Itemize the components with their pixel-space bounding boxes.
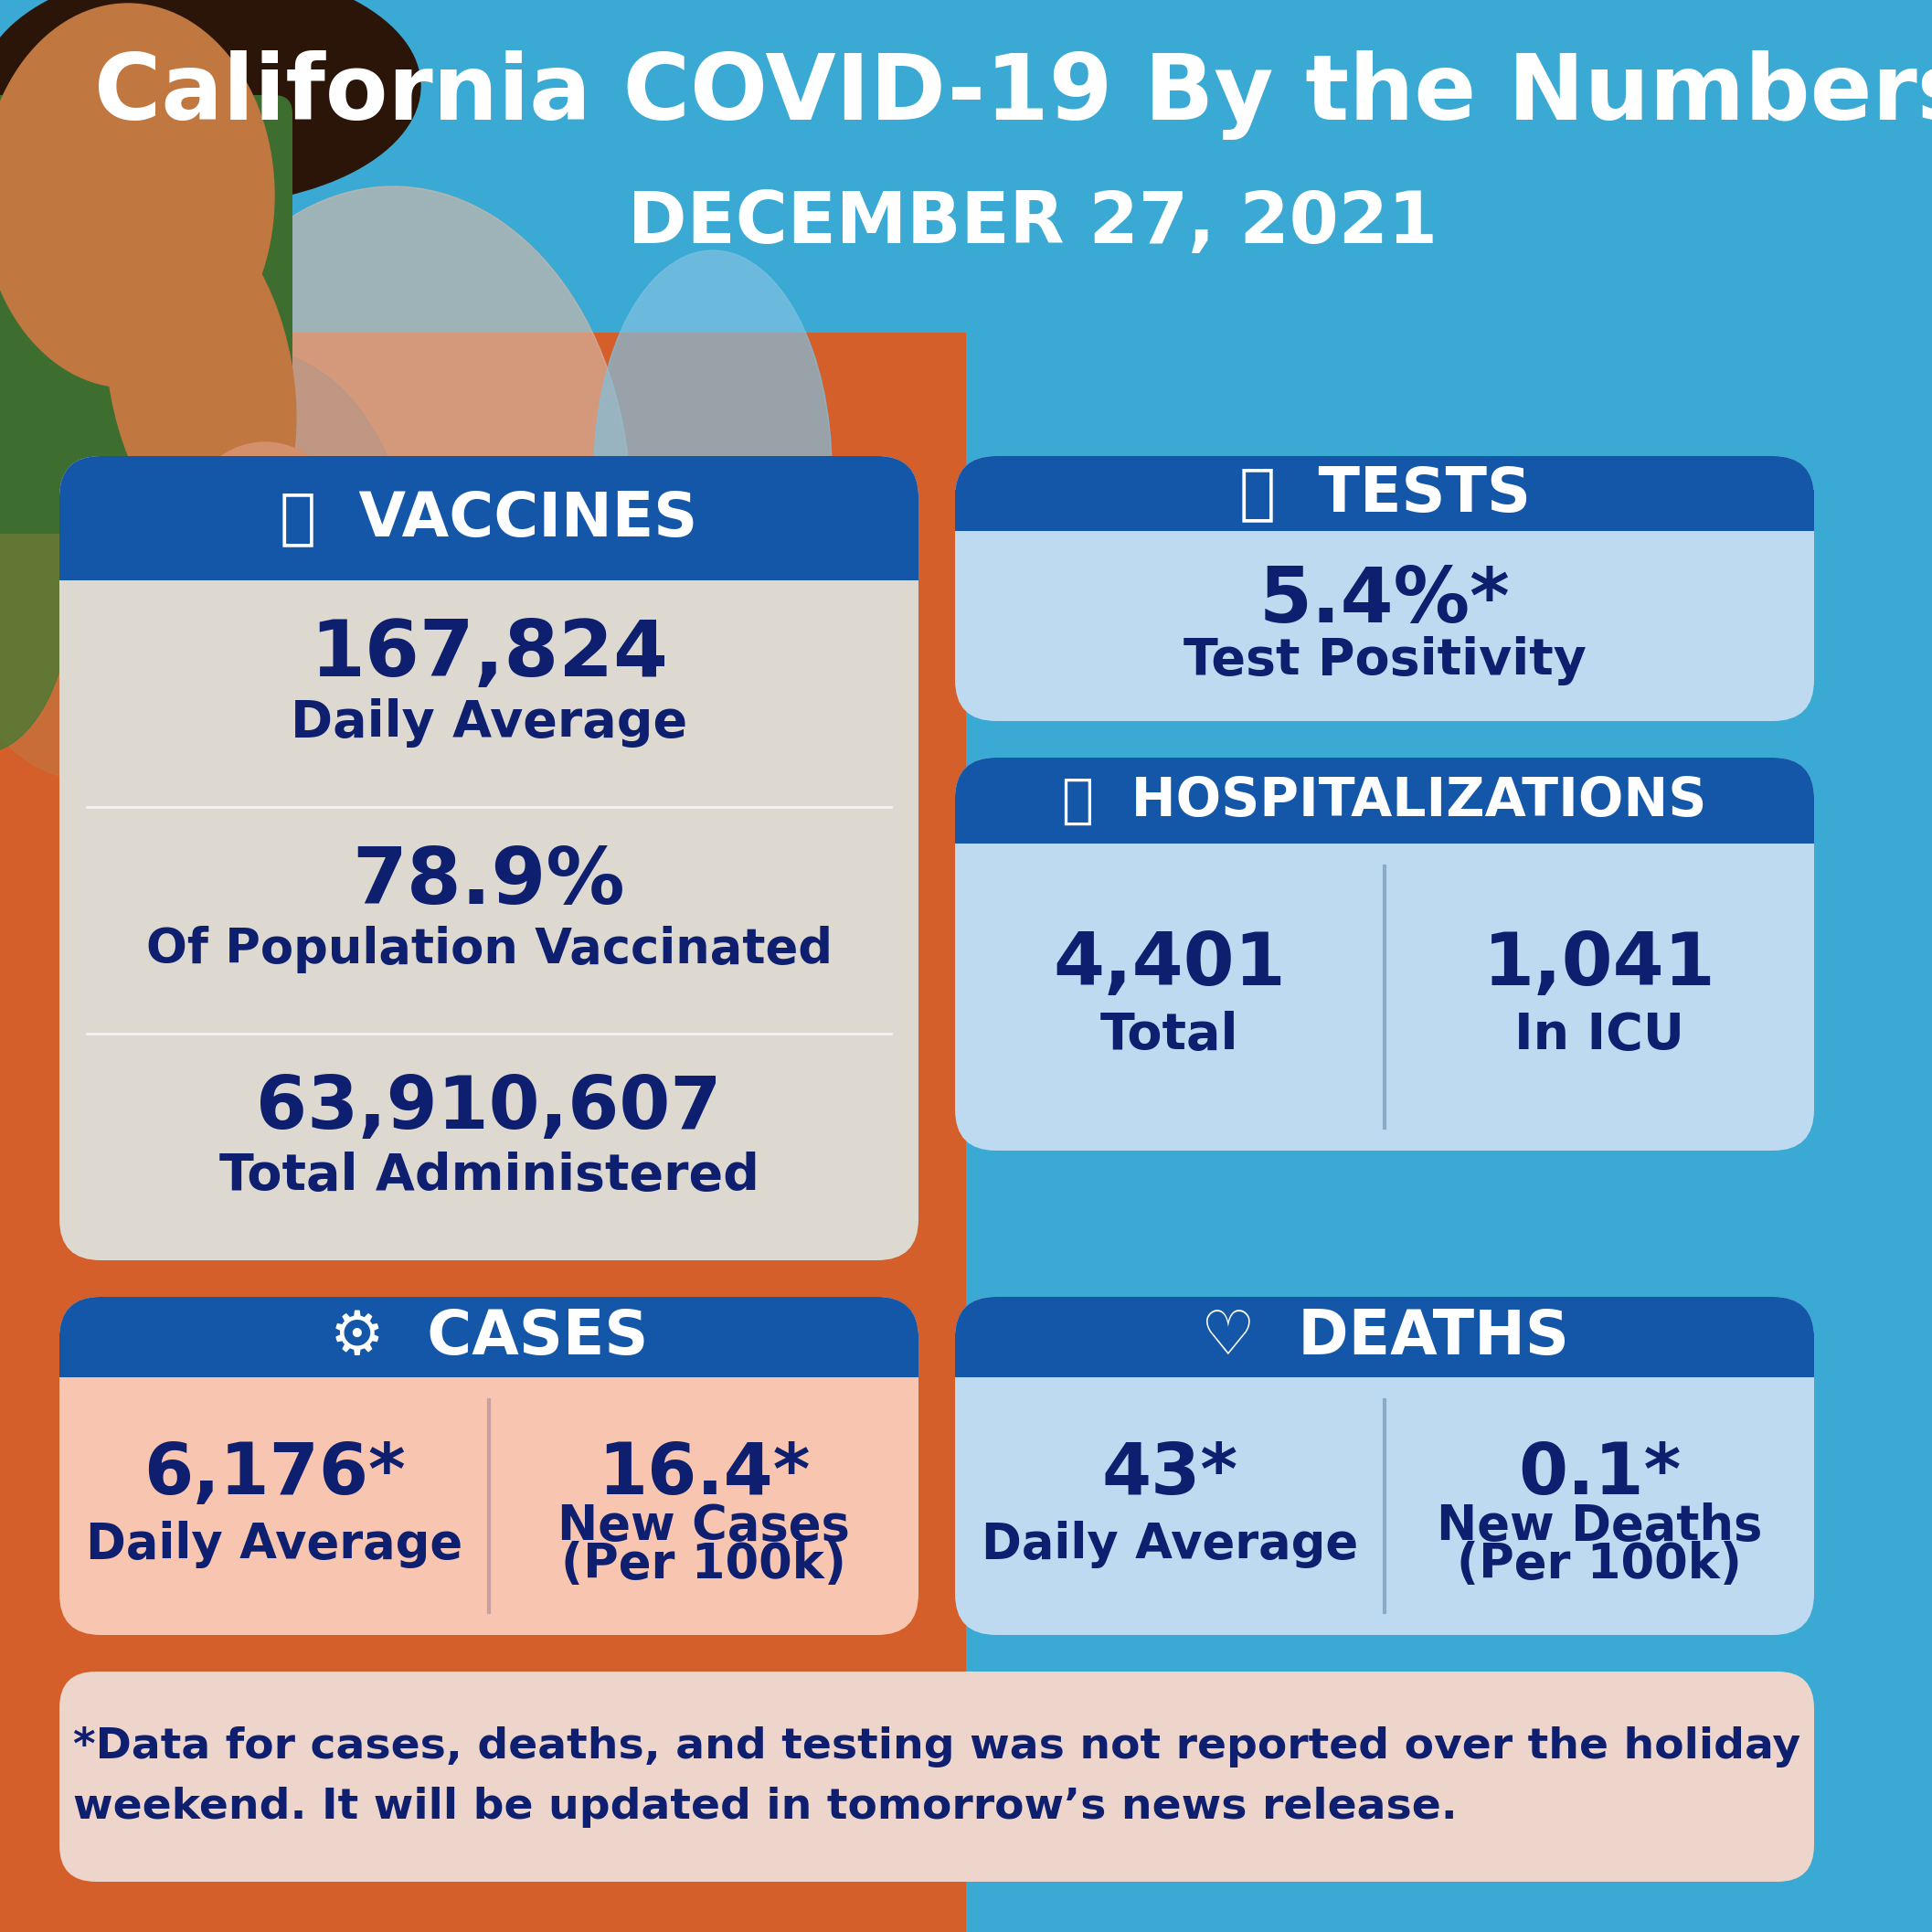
FancyBboxPatch shape [60,456,918,580]
Text: Daily Average: Daily Average [85,1520,462,1569]
FancyBboxPatch shape [954,1333,1814,1378]
FancyBboxPatch shape [60,1333,918,1378]
Text: 🧪  TESTS: 🧪 TESTS [1238,464,1530,524]
Text: DECEMBER 27, 2021: DECEMBER 27, 2021 [628,187,1437,257]
Text: 1,041: 1,041 [1484,929,1716,1001]
Text: New Deaths: New Deaths [1437,1503,1762,1549]
Text: Daily Average: Daily Average [290,697,688,748]
Text: *Data for cases, deaths, and testing was not reported over the holiday
weekend. : *Data for cases, deaths, and testing was… [73,1725,1801,1828]
FancyBboxPatch shape [60,1296,918,1378]
Ellipse shape [106,207,296,551]
Text: 43*: 43* [1101,1439,1238,1509]
FancyBboxPatch shape [954,1296,1814,1634]
Text: 🏥  HOSPITALIZATIONS: 🏥 HOSPITALIZATIONS [1063,775,1706,827]
Text: 💉  VACCINES: 💉 VACCINES [280,489,697,549]
Ellipse shape [100,352,412,808]
FancyBboxPatch shape [954,456,1814,531]
Text: 6,176*: 6,176* [143,1439,406,1509]
Ellipse shape [0,4,274,388]
Ellipse shape [593,251,831,690]
FancyBboxPatch shape [0,0,966,1932]
FancyBboxPatch shape [954,1296,1814,1378]
FancyBboxPatch shape [60,1671,1814,1882]
Text: Total: Total [1101,1010,1238,1061]
Text: 4,401: 4,401 [1053,929,1287,1001]
Text: 5.4%*: 5.4%* [1260,564,1511,638]
FancyBboxPatch shape [0,95,292,533]
Text: 167,824: 167,824 [309,618,668,694]
FancyBboxPatch shape [0,0,1932,332]
FancyBboxPatch shape [60,456,918,1260]
FancyBboxPatch shape [954,796,1814,844]
FancyBboxPatch shape [954,491,1814,531]
FancyBboxPatch shape [954,757,1814,1151]
Text: Test Positivity: Test Positivity [1182,636,1586,686]
Ellipse shape [0,489,220,781]
Text: New Cases: New Cases [558,1503,850,1549]
Text: 63,910,607: 63,910,607 [257,1072,723,1144]
Text: 16.4*: 16.4* [597,1439,810,1509]
Ellipse shape [0,406,73,753]
Text: ⚙  CASES: ⚙ CASES [330,1306,647,1368]
Ellipse shape [0,0,421,205]
FancyBboxPatch shape [966,0,1932,1932]
FancyBboxPatch shape [60,512,918,580]
FancyBboxPatch shape [954,456,1814,721]
Text: In ICU: In ICU [1515,1010,1685,1061]
Ellipse shape [155,185,630,827]
Text: (Per 100k): (Per 100k) [1457,1542,1743,1588]
Text: 78.9%: 78.9% [352,844,626,920]
Text: California COVID-19 By the Numbers: California COVID-19 By the Numbers [95,50,1932,139]
Text: Total Administered: Total Administered [218,1151,759,1202]
Text: Daily Average: Daily Average [981,1520,1358,1569]
Text: (Per 100k): (Per 100k) [560,1542,846,1588]
Text: 0.1*: 0.1* [1519,1439,1681,1509]
FancyBboxPatch shape [60,1296,918,1634]
Text: Of Population Vaccinated: Of Population Vaccinated [145,925,833,974]
Ellipse shape [184,442,348,626]
Text: ♡  DEATHS: ♡ DEATHS [1200,1306,1569,1368]
FancyBboxPatch shape [954,757,1814,844]
